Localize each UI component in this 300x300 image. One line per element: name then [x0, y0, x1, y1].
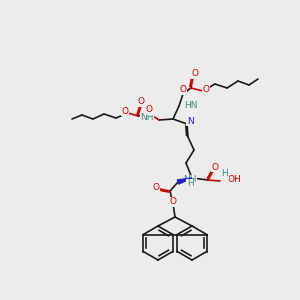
Polygon shape — [177, 178, 192, 184]
Text: N: N — [187, 116, 194, 125]
Text: HN: HN — [184, 100, 197, 109]
Text: O: O — [146, 106, 152, 115]
Text: O: O — [137, 98, 145, 106]
Text: O: O — [122, 106, 128, 116]
Text: O: O — [202, 85, 209, 94]
Text: O: O — [212, 163, 218, 172]
Text: NH: NH — [183, 176, 196, 184]
Text: O: O — [191, 70, 199, 79]
Text: OH: OH — [228, 175, 242, 184]
Text: O: O — [152, 184, 160, 193]
Text: O: O — [179, 85, 187, 94]
Text: H: H — [222, 169, 228, 178]
Text: NH: NH — [140, 113, 154, 122]
Text: O: O — [169, 197, 176, 206]
Text: H: H — [187, 179, 194, 188]
